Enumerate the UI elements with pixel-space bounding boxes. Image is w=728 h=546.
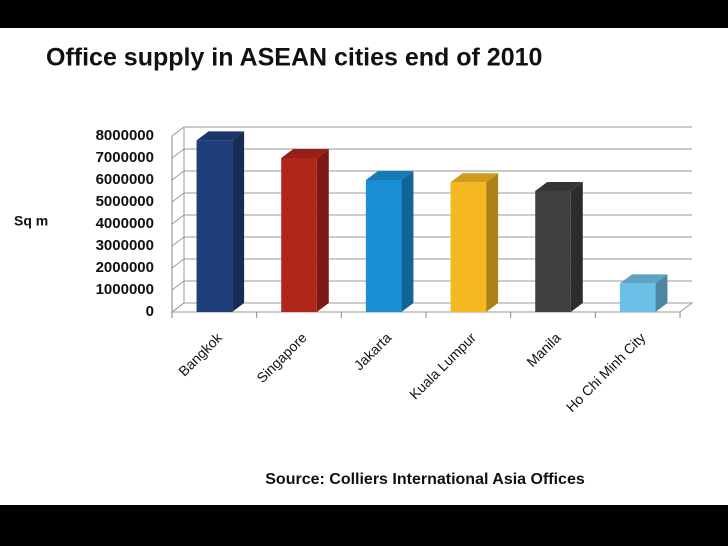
bar-side [316, 149, 329, 312]
y-tick-label: 4000000 [96, 215, 154, 232]
y-tick-label: 7000000 [96, 149, 154, 166]
bar-top [365, 171, 414, 180]
bar-top [619, 274, 668, 284]
bar-top [535, 182, 583, 191]
grid-slant [171, 148, 185, 159]
bar [535, 191, 571, 312]
source: Source: Colliers International Asia Offi… [265, 471, 585, 488]
y-tick-label: 8000000 [96, 127, 154, 144]
y-tick-label: 3000000 [96, 237, 154, 254]
y-tick-label: 5000000 [96, 193, 154, 210]
y-axis-label: Sq m [14, 213, 48, 229]
bar-side [570, 182, 583, 312]
bar [450, 182, 487, 312]
bar-side [232, 131, 245, 312]
y-tick-label: 1000000 [96, 281, 154, 298]
bar-side [655, 274, 668, 312]
y-tick-label: 2000000 [96, 259, 154, 276]
grid-slant [171, 258, 185, 269]
bar-top [450, 173, 499, 183]
grid-slant [171, 280, 185, 291]
bar [365, 180, 402, 312]
grid-slant [171, 126, 185, 137]
bar [619, 283, 656, 312]
bar-top [281, 149, 329, 158]
bar [281, 158, 317, 312]
y-tick-label: 6000000 [96, 171, 154, 188]
grid-slant [171, 170, 185, 181]
grid-slant [171, 214, 185, 225]
chart-title: Office supply in ASEAN cities end of 201… [46, 44, 542, 72]
bar-side [401, 171, 414, 312]
bar [196, 140, 233, 312]
y-tick-label: 0 [146, 303, 154, 320]
slide [0, 28, 728, 505]
bar-top [196, 131, 245, 141]
bar-side [486, 173, 499, 312]
grid-slant [171, 192, 185, 203]
grid-slant [171, 236, 185, 247]
